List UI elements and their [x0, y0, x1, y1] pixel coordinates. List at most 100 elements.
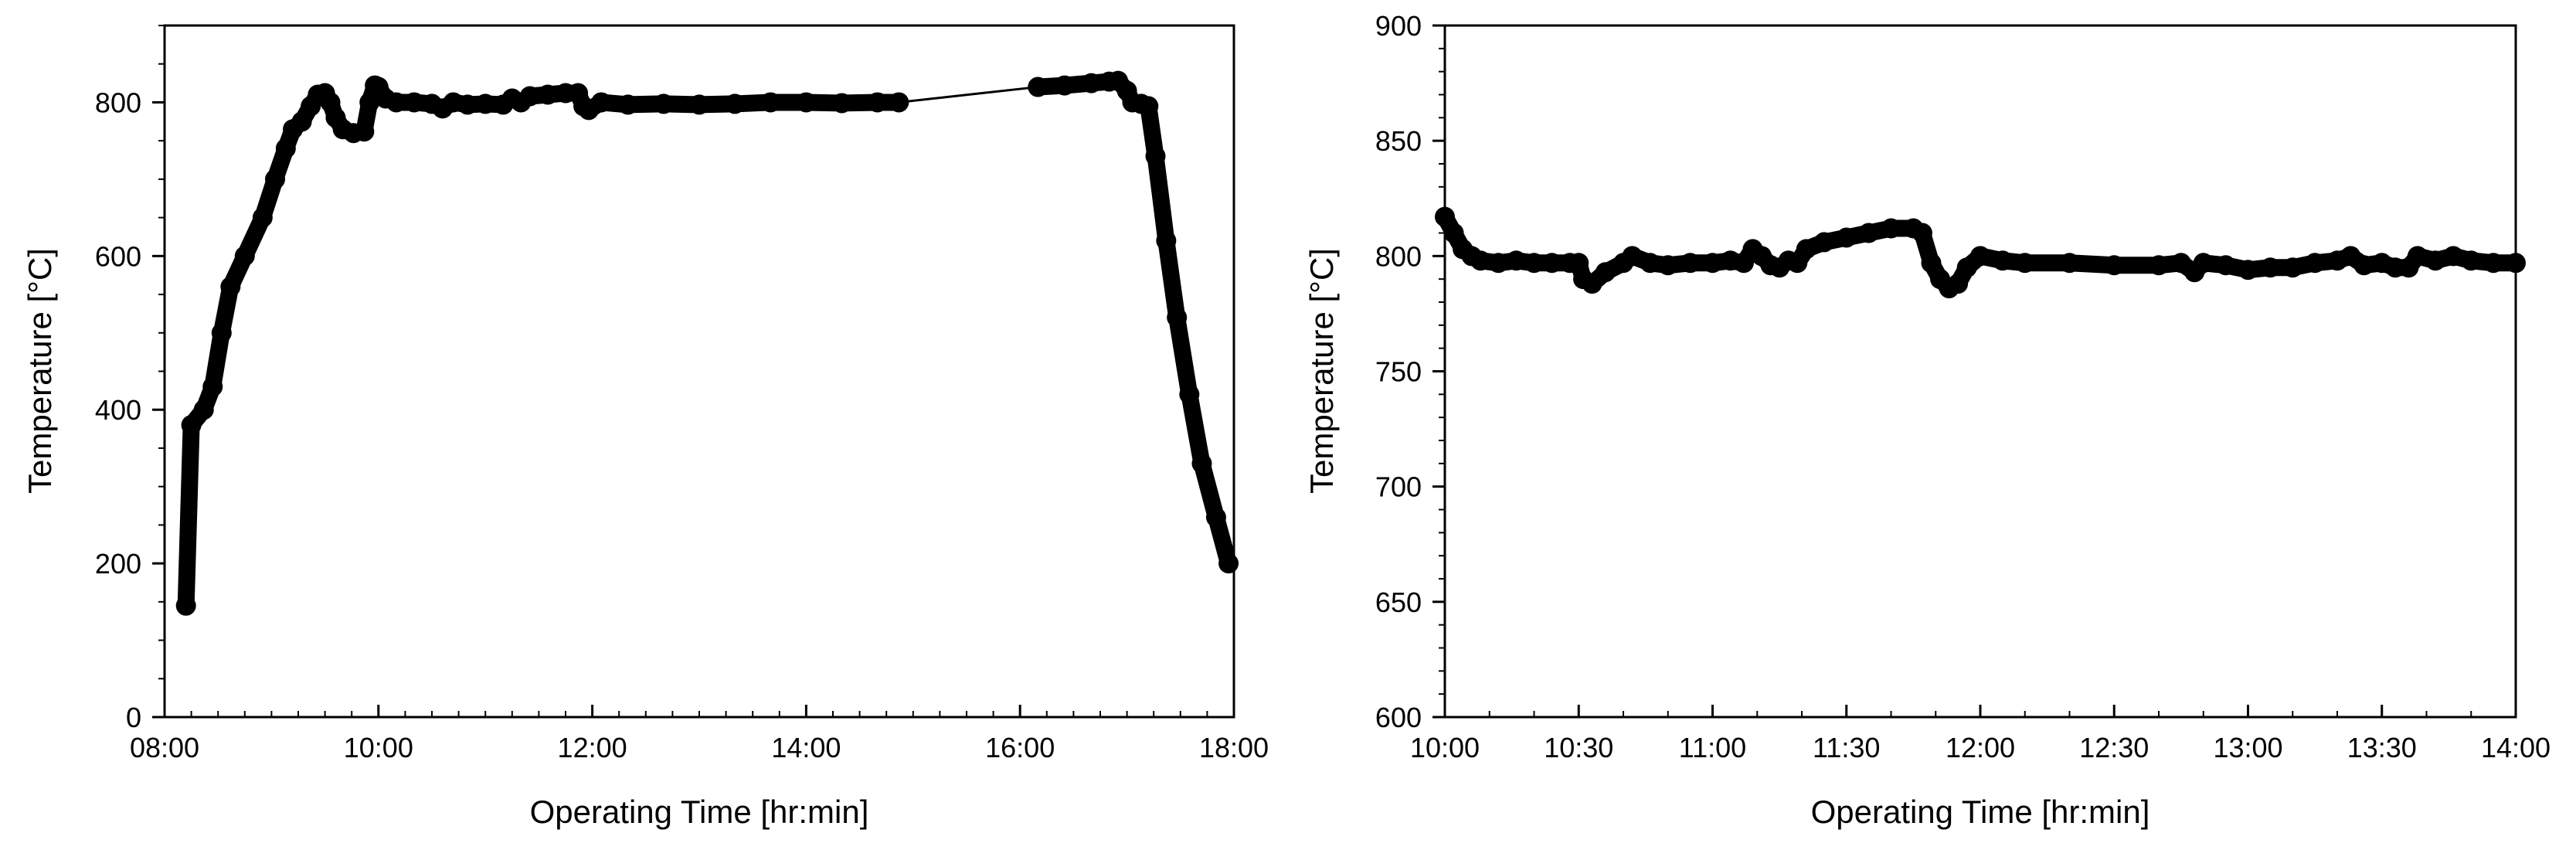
left-data-point: [653, 94, 674, 114]
left-data-point: [519, 86, 540, 107]
left-data-point: [796, 92, 817, 113]
left-data-point: [320, 92, 341, 113]
left-x-tick-label: 08:00: [130, 732, 199, 763]
left-series-segment: [1181, 386, 1211, 472]
left-x-tick-label: 14:00: [771, 732, 841, 763]
right-data-point: [2238, 260, 2258, 280]
left-data-point: [889, 92, 909, 113]
right-data-point: [2305, 253, 2326, 274]
right-data-point: [1524, 253, 1545, 274]
right-data-point: [1541, 253, 1562, 274]
left-data-point: [291, 111, 312, 132]
right-data-point: [2353, 255, 2374, 276]
right-x-tick-label: 10:00: [1410, 732, 1480, 763]
right-data-point: [2425, 250, 2446, 271]
left-data-point: [386, 92, 406, 113]
right-data-point: [1912, 223, 1932, 243]
right-y-tick-label: 750: [1375, 356, 1422, 388]
left-data-point: [1156, 230, 1177, 251]
right-data-point: [2059, 253, 2080, 274]
right-data-point: [1657, 255, 1678, 276]
right-y-tick-label: 850: [1375, 125, 1422, 157]
right-x-tick-label: 12:00: [1946, 732, 2015, 763]
left-data-point: [220, 277, 241, 298]
right-x-tick-label: 13:30: [2347, 732, 2417, 763]
right-data-point: [1948, 274, 1969, 294]
right-data-point: [2193, 253, 2214, 274]
left-data-point: [275, 138, 296, 159]
right-data-point: [1595, 262, 1616, 283]
left-y-axis-title: Temperature [°C]: [22, 248, 58, 494]
right-data-point: [1702, 253, 1723, 274]
left-x-axis-title: Operating Time [hr:min]: [530, 794, 869, 830]
right-x-tick-label: 11:30: [1813, 732, 1880, 763]
left-data-point: [1179, 384, 1200, 405]
right-data-point: [1836, 227, 1857, 248]
left-data-point: [1054, 75, 1075, 96]
left-data-point: [457, 94, 478, 115]
right-data-point: [1992, 250, 2013, 271]
left-data-point: [591, 92, 612, 113]
right-data-point: [2282, 257, 2303, 278]
left-data-point: [234, 246, 255, 267]
left-data-point: [1028, 76, 1048, 97]
left-data-point: [689, 94, 709, 115]
right-y-tick-label: 600: [1375, 702, 1422, 733]
right-data-point: [2506, 253, 2526, 274]
right-x-tick-label: 14:00: [2481, 732, 2551, 763]
left-y-tick-label: 400: [95, 394, 141, 426]
left-data-point: [1138, 96, 1159, 117]
left-data-point: [202, 376, 223, 397]
left-data-point: [252, 207, 273, 228]
right-data-point: [1640, 253, 1660, 274]
left-x-tick-label: 10:00: [344, 732, 413, 763]
left-data-point: [617, 94, 638, 115]
right-y-axis-title: Temperature [°C]: [1303, 248, 1340, 494]
right-x-axis-title: Operating Time [hr:min]: [1811, 794, 2150, 830]
left-x-tick-label: 16:00: [985, 732, 1055, 763]
right-data-point: [1470, 250, 1491, 271]
left-y-tick-label: 200: [95, 548, 141, 580]
left-y-tick-label: 800: [95, 87, 141, 118]
right-data-point: [1858, 223, 1879, 243]
right-data-point: [1443, 223, 1464, 243]
right-data-point: [1622, 246, 1643, 267]
left-x-tick-label: 12:00: [558, 732, 627, 763]
right-data-point: [2104, 255, 2125, 276]
right-x-tick-label: 11:00: [1679, 732, 1746, 763]
left-data-point: [537, 84, 558, 105]
right-data-point: [1568, 253, 1589, 274]
left-series-segment: [1168, 308, 1198, 403]
right-data-point: [2407, 246, 2428, 267]
right-plot-frame: [1443, 24, 2517, 719]
right-data-point: [1796, 239, 1816, 260]
right-data-point: [1680, 253, 1701, 274]
right-data-point: [2483, 253, 2504, 274]
left-y-tick-label: 0: [126, 702, 141, 733]
right-data-point: [1881, 218, 1901, 239]
right-y-tick-label: 900: [1375, 10, 1422, 42]
right-data-point: [1435, 206, 1455, 227]
right-data-point: [2260, 257, 2281, 278]
left-data-point: [1218, 553, 1239, 574]
left-series-segment: [177, 416, 200, 614]
right-data-point: [1956, 257, 1977, 278]
right-x-tick-label: 10:30: [1544, 732, 1613, 763]
right-data-point: [1582, 274, 1602, 294]
right-data-point: [2014, 253, 2035, 274]
left-data-point: [1167, 307, 1188, 328]
right-data-point: [1488, 253, 1509, 274]
left-data-point: [475, 94, 496, 114]
left-y-tick-label: 600: [95, 240, 141, 272]
left-data-point: [1145, 146, 1166, 167]
right-data-point: [1970, 246, 1990, 267]
left-data-point: [831, 93, 852, 114]
left-x-tick-label: 18:00: [1199, 732, 1269, 763]
left-data-point: [403, 92, 424, 113]
right-chart-panel: Operating Time [hr:min] Temperature [°C]…: [1303, 10, 2551, 830]
right-x-tick-label: 13:00: [2213, 732, 2282, 763]
left-data-point: [175, 595, 196, 616]
right-x-tick-label: 12:30: [2079, 732, 2149, 763]
left-series-segment: [897, 86, 1039, 104]
